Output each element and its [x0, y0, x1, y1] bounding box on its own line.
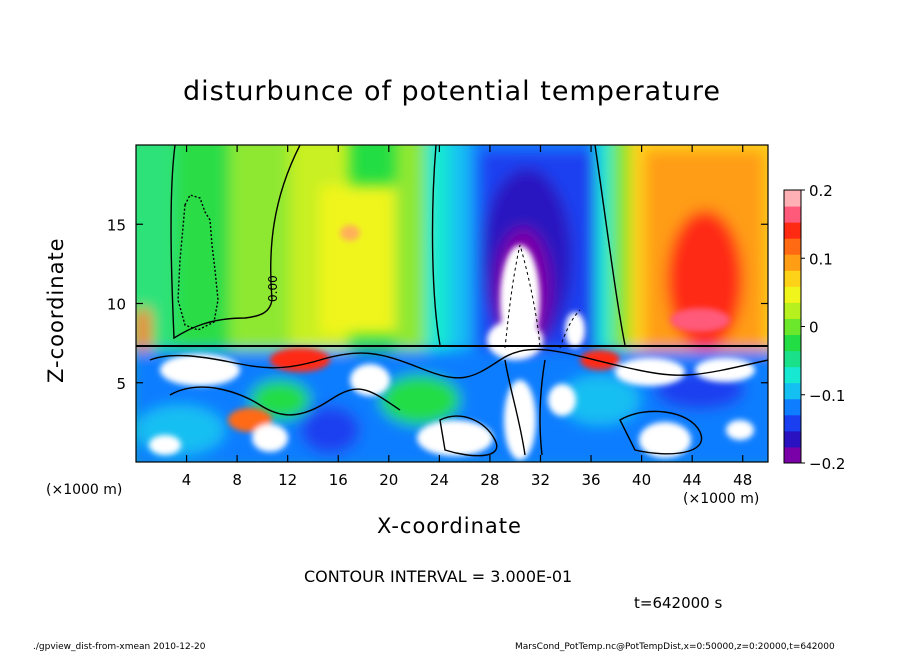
x-tick-label: 16: [329, 471, 348, 489]
x-tick-label: 36: [581, 471, 600, 489]
x-axis: 4 8 12 16 20 24 28 32 36 40 44 48: [182, 145, 752, 489]
colorbar: 0.2 0.1 0 −0.1 −0.2: [783, 182, 845, 473]
x-tick-label: 32: [531, 471, 550, 489]
x-unit-label-left: (×1000 m): [46, 482, 123, 498]
x-tick-label: 40: [632, 471, 651, 489]
y-tick-label: 10: [107, 296, 126, 314]
y-axis: 5 10 15: [107, 216, 768, 393]
colorbar-swatch: [784, 254, 801, 271]
y-axis-label: Z-coordinate: [44, 237, 68, 383]
colorbar-swatch: [784, 398, 801, 416]
x-tick-label: 4: [182, 471, 192, 489]
footer-data-source: MarsCond_PotTemp.nc@PotTempDist,x=0:5000…: [515, 642, 835, 652]
colorbar-tick-label: 0.1: [809, 250, 833, 268]
x-axis-label: X-coordinate: [377, 514, 522, 538]
colorbar-swatch: [784, 366, 801, 384]
colorbar-swatch: [784, 430, 801, 448]
colorbar-swatch: [784, 382, 801, 400]
colorbar-swatch: [784, 286, 801, 303]
colorbar-swatch: [784, 350, 801, 368]
colorbar-swatch: [784, 270, 801, 287]
colorbar-swatch: [784, 446, 801, 464]
colorbar-tick-label: 0: [809, 319, 819, 337]
colorbar-tick-label: 0.2: [809, 182, 833, 200]
chart-title: disturbunce of potential temperature: [183, 76, 721, 107]
x-unit-label-right: (×1000 m): [683, 491, 760, 507]
x-tick-label: 8: [232, 471, 242, 489]
x-tick-label: 28: [480, 471, 499, 489]
colorbar-swatch: [784, 238, 801, 255]
x-tick-label: 44: [683, 471, 702, 489]
time-label: t=642000 s: [634, 594, 723, 612]
colorbar-swatch: [784, 302, 801, 319]
contour-interval-annotation: CONTOUR INTERVAL = 3.000E-01: [304, 567, 573, 586]
x-tick-label: 24: [430, 471, 449, 489]
heatmap-field: [136, 145, 768, 462]
footer-script-info: ./gpview_dist-from-xmean 2010-12-20: [33, 642, 206, 652]
contour-label: 0.00: [266, 275, 280, 302]
x-tick-label: 20: [379, 471, 398, 489]
y-tick-label: 15: [107, 216, 126, 234]
colorbar-swatch: [784, 190, 801, 207]
colorbar-swatch: [784, 334, 801, 352]
colorbar-tick-label: −0.2: [809, 455, 845, 473]
colorbar-swatch: [784, 318, 801, 336]
colorbar-swatch: [784, 206, 801, 223]
x-tick-label: 12: [278, 471, 297, 489]
y-tick-label: 5: [116, 375, 126, 393]
x-tick-label: 48: [733, 471, 752, 489]
colorbar-tick-label: −0.1: [809, 387, 845, 405]
colorbar-swatch: [784, 414, 801, 432]
colorbar-swatch: [784, 222, 801, 239]
